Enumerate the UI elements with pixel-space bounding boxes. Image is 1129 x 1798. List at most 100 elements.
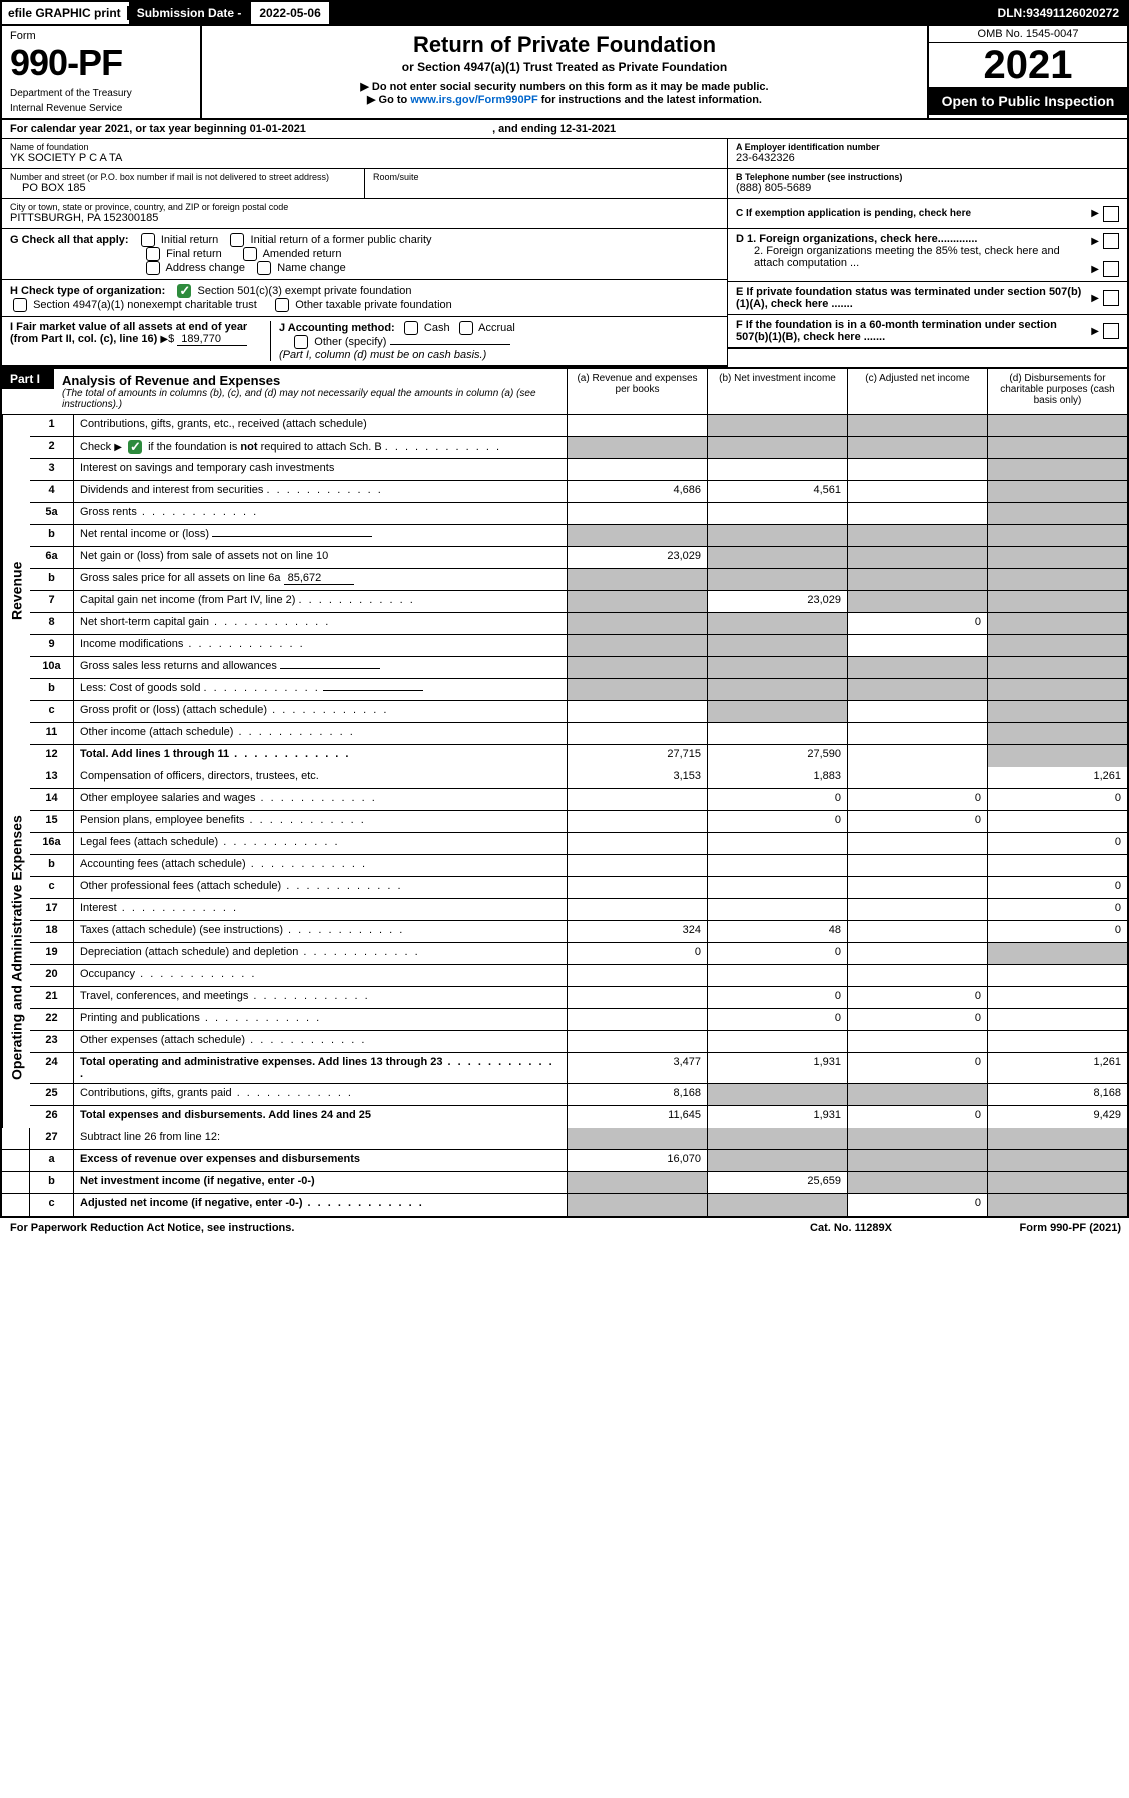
row-e: E If private foundation status was termi… <box>728 282 1127 315</box>
topbar-spacer <box>329 2 990 24</box>
table-row: cOther professional fees (attach schedul… <box>30 877 1127 899</box>
header-mid: Return of Private Foundation or Section … <box>202 26 927 118</box>
header-left: Form 990-PF Department of the Treasury I… <box>2 26 202 118</box>
top-bar: efile GRAPHIC print Submission Date - 20… <box>0 0 1129 26</box>
submission-date-label: Submission Date - <box>129 2 252 24</box>
checkbox-c[interactable] <box>1103 206 1119 222</box>
form-footer-label: Form 990-PF (2021) <box>941 1222 1121 1234</box>
dln: DLN: 93491126020272 <box>990 2 1127 24</box>
arrow-icon <box>114 441 122 453</box>
revenue-section: Revenue 1Contributions, gifts, grants, e… <box>2 415 1127 767</box>
part1-table: Revenue 1Contributions, gifts, grants, e… <box>0 415 1129 1218</box>
table-row: 22Printing and publications00 <box>30 1009 1127 1031</box>
table-row: cAdjusted net income (if negative, enter… <box>2 1194 1127 1216</box>
col-d-header: (d) Disbursements for charitable purpose… <box>987 369 1127 414</box>
form-title: Return of Private Foundation <box>214 32 915 58</box>
checkbox-final-return[interactable] <box>146 247 160 261</box>
checkbox-e[interactable] <box>1103 290 1119 306</box>
fmv-value: 189,770 <box>177 333 247 346</box>
dept-treasury: Department of the Treasury <box>10 88 192 99</box>
checkbox-cash[interactable] <box>404 321 418 335</box>
table-row: 13Compensation of officers, directors, t… <box>30 767 1127 789</box>
entity-block: Name of foundation YK SOCIETY P C A TA N… <box>0 139 1129 229</box>
col-a-header: (a) Revenue and expenses per books <box>567 369 707 414</box>
table-row: 7Capital gain net income (from Part IV, … <box>30 591 1127 613</box>
omb-number: OMB No. 1545-0047 <box>929 26 1127 43</box>
page-footer: For Paperwork Reduction Act Notice, see … <box>0 1218 1129 1238</box>
table-row: aExcess of revenue over expenses and dis… <box>2 1150 1127 1172</box>
table-row: 5aGross rents <box>30 503 1127 525</box>
table-row: 24Total operating and administrative exp… <box>30 1053 1127 1084</box>
table-row: 10aGross sales less returns and allowanc… <box>30 657 1127 679</box>
revenue-side-label: Revenue <box>2 415 30 767</box>
table-row: 12Total. Add lines 1 through 1127,71527,… <box>30 745 1127 767</box>
checkbox-initial-former[interactable] <box>230 233 244 247</box>
form-subtitle: or Section 4947(a)(1) Trust Treated as P… <box>214 60 915 74</box>
checkbox-d1[interactable] <box>1103 233 1119 249</box>
header-note-2: ▶ Go to www.irs.gov/Form990PF for instru… <box>214 93 915 106</box>
checkbox-other-taxable[interactable] <box>275 298 289 312</box>
header-note-1: ▶ Do not enter social security numbers o… <box>214 80 915 93</box>
table-row: bGross sales price for all assets on lin… <box>30 569 1127 591</box>
phone-cell: B Telephone number (see instructions) (8… <box>728 169 1127 199</box>
table-row: 17Interest0 <box>30 899 1127 921</box>
table-row: 9Income modifications <box>30 635 1127 657</box>
col-b-header: (b) Net investment income <box>707 369 847 414</box>
checkbox-accrual[interactable] <box>459 321 473 335</box>
checkbox-d2[interactable] <box>1103 261 1119 277</box>
table-row: 27Subtract line 26 from line 12: <box>2 1128 1127 1150</box>
table-row: 4Dividends and interest from securities … <box>30 481 1127 503</box>
part1-title: Analysis of Revenue and Expenses <box>62 373 280 388</box>
part1-header-row: Part I Analysis of Revenue and Expenses … <box>0 367 1129 415</box>
phone: (888) 805-5689 <box>736 182 1119 194</box>
tax-year: 2021 <box>929 43 1127 87</box>
arrow-icon <box>1091 235 1099 247</box>
checkbox-name-change[interactable] <box>257 261 271 275</box>
paperwork-notice: For Paperwork Reduction Act Notice, see … <box>10 1222 761 1234</box>
checks-block: G Check all that apply: Initial return I… <box>0 229 1129 367</box>
foundation-name-cell: Name of foundation YK SOCIETY P C A TA <box>2 139 727 169</box>
arrow-icon <box>160 333 168 345</box>
arrow-icon <box>1091 208 1099 219</box>
expenses-section: Operating and Administrative Expenses 13… <box>2 767 1127 1128</box>
address-cell: Number and street (or P.O. box number if… <box>2 169 364 199</box>
table-row: 19Depreciation (attach schedule) and dep… <box>30 943 1127 965</box>
submission-date: 2022-05-06 <box>251 6 328 20</box>
table-row: 6aNet gain or (loss) from sale of assets… <box>30 547 1127 569</box>
checkbox-address-change[interactable] <box>146 261 160 275</box>
arrow-icon <box>1091 263 1099 275</box>
table-row: bNet investment income (if negative, ent… <box>2 1172 1127 1194</box>
col-c-header: (c) Adjusted net income <box>847 369 987 414</box>
irs-link[interactable]: www.irs.gov/Form990PF <box>410 94 537 106</box>
checkbox-sch-b[interactable] <box>128 440 142 454</box>
part1-subtitle: (The total of amounts in columns (b), (c… <box>62 388 557 410</box>
expenses-side-label: Operating and Administrative Expenses <box>2 767 30 1128</box>
table-row: bNet rental income or (loss) <box>30 525 1127 547</box>
table-row: 3Interest on savings and temporary cash … <box>30 459 1127 481</box>
checkbox-initial-return[interactable] <box>141 233 155 247</box>
efile-label: efile GRAPHIC print <box>2 6 129 20</box>
table-row: 18Taxes (attach schedule) (see instructi… <box>30 921 1127 943</box>
form-number: 990-PF <box>10 42 192 84</box>
form-header: Form 990-PF Department of the Treasury I… <box>0 26 1129 120</box>
table-row: 16aLegal fees (attach schedule)0 <box>30 833 1127 855</box>
calendar-year-row: For calendar year 2021, or tax year begi… <box>0 120 1129 139</box>
row-g: G Check all that apply: Initial return I… <box>2 229 727 280</box>
city-state-zip: PITTSBURGH, PA 152300185 <box>10 212 719 224</box>
checkbox-amended[interactable] <box>243 247 257 261</box>
open-inspection: Open to Public Inspection <box>929 87 1127 115</box>
row-i-j: I Fair market value of all assets at end… <box>2 317 727 367</box>
table-row: bAccounting fees (attach schedule) <box>30 855 1127 877</box>
table-row: 23Other expenses (attach schedule) <box>30 1031 1127 1053</box>
checkbox-4947[interactable] <box>13 298 27 312</box>
checkbox-f[interactable] <box>1103 323 1119 339</box>
checkbox-501c3[interactable] <box>177 284 191 298</box>
row-f: F If the foundation is in a 60-month ter… <box>728 315 1127 349</box>
address: PO BOX 185 <box>10 182 356 194</box>
table-row: 26Total expenses and disbursements. Add … <box>30 1106 1127 1128</box>
checkbox-other-method[interactable] <box>294 335 308 349</box>
table-row: 15Pension plans, employee benefits00 <box>30 811 1127 833</box>
row-d: D 1. Foreign organizations, check here..… <box>728 229 1127 282</box>
table-row: cGross profit or (loss) (attach schedule… <box>30 701 1127 723</box>
room-suite-cell: Room/suite <box>364 169 727 199</box>
